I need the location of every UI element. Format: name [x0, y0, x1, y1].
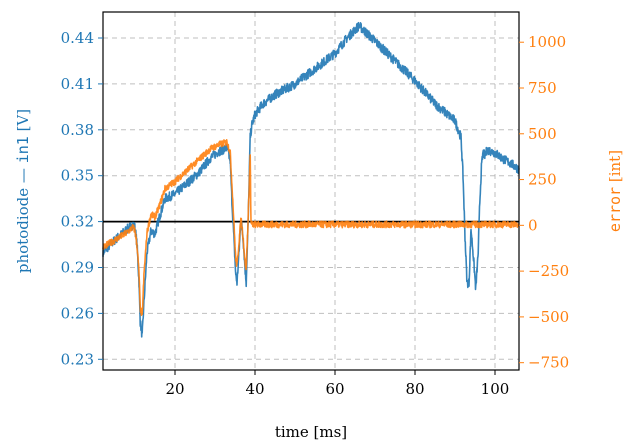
plot-frame [102, 11, 520, 371]
y-left-tick-label: 0.44 [61, 29, 94, 47]
y-right-label-suffix: [int] [606, 150, 624, 187]
x-tick-label: 20 [165, 380, 184, 398]
x-tick-label: 100 [481, 380, 510, 398]
y-right-tick-label: 0 [528, 216, 538, 234]
x-axis-label: time [ms] [275, 423, 347, 441]
y-left-tick-label: 0.26 [61, 304, 94, 322]
y-right-tick-label: −250 [528, 262, 569, 280]
y-right-tick-label: −500 [528, 308, 569, 326]
y-axis-left-label: photodiode — in1 [V] [14, 109, 32, 273]
y-left-label-prefix: photodiode — [14, 163, 32, 273]
x-tick-label: 60 [325, 380, 344, 398]
error-series-layer [102, 139, 520, 317]
photodiode-line [102, 21, 520, 338]
y-right-tick-label: 750 [528, 79, 557, 97]
photodiode-series-layer [102, 21, 520, 338]
y-left-label-code: in1 [14, 136, 32, 163]
axis-ticks: 20 40 60 80 100 0.23 0.26 0.29 0.32 0.35 0.38 0.41 0… [61, 29, 570, 398]
y-right-tick-label: 1000 [528, 33, 566, 51]
y-right-tick-label: 500 [528, 125, 557, 143]
y-left-tick-label: 0.29 [61, 258, 94, 276]
y-left-tick-label: 0.23 [61, 350, 94, 368]
y-left-label-suffix: [V] [14, 109, 32, 136]
y-right-tick-label: 250 [528, 171, 557, 189]
x-tick-label: 80 [405, 380, 424, 398]
error-line [102, 139, 520, 317]
x-tick-label: 40 [245, 380, 264, 398]
y-left-tick-label: 0.38 [61, 121, 94, 139]
y-left-tick-label: 0.32 [61, 213, 94, 231]
y-right-label-code: error [606, 187, 624, 232]
y-right-tick-label: −750 [528, 354, 569, 372]
y-axis-right-label: error [int] [606, 150, 624, 232]
y-left-tick-label: 0.41 [61, 75, 94, 93]
y-left-tick-label: 0.35 [61, 167, 94, 185]
